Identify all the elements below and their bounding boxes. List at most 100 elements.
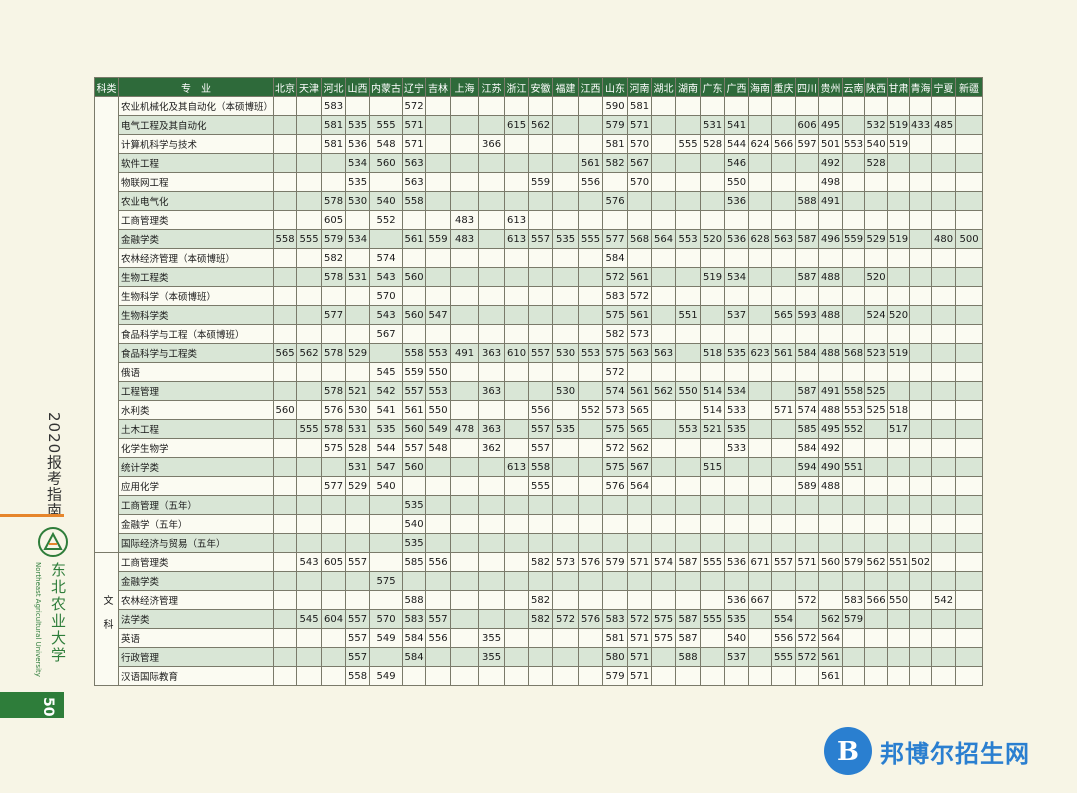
score-cell: 491: [818, 191, 844, 211]
score-cell: 531: [345, 267, 371, 287]
score-cell: 536: [345, 134, 371, 154]
score-cell: [602, 533, 629, 553]
score-cell: [425, 153, 452, 173]
score-cell: 530: [552, 343, 580, 363]
score-cell: [931, 134, 957, 154]
score-cell: 557: [402, 438, 427, 458]
score-cell: [296, 457, 323, 477]
score-cell: [842, 115, 866, 135]
score-cell: [296, 438, 323, 458]
score-cell: [748, 457, 773, 477]
score-cell: [887, 286, 911, 306]
score-cell: [450, 438, 480, 458]
score-cell: 550: [425, 400, 452, 420]
score-cell: [450, 476, 480, 496]
score-cell: [724, 495, 750, 515]
score-cell: 580: [602, 647, 629, 667]
score-cell: [425, 267, 452, 287]
score-cell: [931, 248, 957, 268]
score-cell: [528, 628, 554, 648]
score-cell: 519: [887, 229, 911, 249]
score-cell: [478, 362, 506, 382]
score-cell: [450, 96, 480, 116]
score-cell: [771, 381, 797, 401]
score-cell: [273, 457, 298, 477]
score-cell: [321, 666, 347, 686]
score-cell: [818, 533, 844, 553]
score-cell: 571: [627, 628, 653, 648]
score-cell: 488: [818, 400, 844, 420]
score-cell: 579: [602, 552, 629, 572]
score-cell: 584: [602, 248, 629, 268]
score-cell: [478, 96, 506, 116]
score-cell: 549: [425, 419, 452, 439]
score-cell: [748, 571, 773, 591]
score-cell: [504, 172, 530, 192]
score-cell: [504, 514, 530, 534]
score-cell: [578, 134, 604, 154]
score-cell: 528: [345, 438, 371, 458]
score-cell: [425, 590, 452, 610]
score-cell: [478, 400, 506, 420]
score-cell: [504, 533, 530, 553]
score-cell: 628: [748, 229, 773, 249]
score-cell: [321, 457, 347, 477]
score-cell: [552, 305, 580, 325]
score-cell: 574: [602, 381, 629, 401]
score-cell: [321, 571, 347, 591]
score-cell: [864, 666, 889, 686]
major-cell: 食品科学与工程（本硕博班）: [117, 324, 275, 344]
score-cell: [955, 153, 984, 173]
score-cell: [402, 666, 427, 686]
score-cell: 558: [273, 229, 298, 249]
score-cell: 613: [504, 457, 530, 477]
major-cell: 化学生物学: [117, 438, 275, 458]
score-cell: [748, 324, 773, 344]
score-cell: [296, 115, 323, 135]
score-cell: [887, 647, 911, 667]
score-cell: [931, 438, 957, 458]
score-cell: [842, 647, 866, 667]
score-cell: 491: [818, 381, 844, 401]
score-cell: [909, 324, 933, 344]
score-cell: [504, 571, 530, 591]
score-cell: [425, 172, 452, 192]
header-province: 贵州: [818, 77, 844, 97]
score-cell: [296, 381, 323, 401]
score-cell: [627, 533, 653, 553]
score-cell: 524: [864, 305, 889, 325]
score-cell: [675, 362, 702, 382]
score-cell: [528, 514, 554, 534]
score-cell: [887, 324, 911, 344]
score-cell: [771, 495, 797, 515]
score-cell: [450, 286, 480, 306]
major-cell: 工商管理类: [117, 552, 275, 572]
score-cell: [578, 248, 604, 268]
score-cell: 540: [724, 628, 750, 648]
score-cell: [675, 590, 702, 610]
score-cell: 571: [627, 647, 653, 667]
score-cell: [273, 267, 298, 287]
header-province: 山东: [602, 77, 629, 97]
score-cell: 553: [425, 343, 452, 363]
score-cell: [748, 533, 773, 553]
score-cell: 579: [602, 666, 629, 686]
score-cell: [931, 324, 957, 344]
score-cell: [748, 153, 773, 173]
table-row: 工商管理类 605 552 483 613: [95, 210, 984, 230]
score-cell: 550: [425, 362, 452, 382]
score-cell: 584: [795, 438, 820, 458]
score-cell: [771, 533, 797, 553]
score-cell: 563: [627, 343, 653, 363]
score-cell: [675, 210, 702, 230]
score-cell: 540: [864, 134, 889, 154]
table-row: 物联网工程 535 563 559 556 570 550 498: [95, 172, 984, 192]
score-cell: [887, 571, 911, 591]
score-cell: [955, 666, 984, 686]
score-cell: [478, 248, 506, 268]
score-cell: [552, 153, 580, 173]
score-cell: 582: [602, 153, 629, 173]
score-cell: [818, 324, 844, 344]
score-cell: [909, 210, 933, 230]
score-cell: [504, 552, 530, 572]
